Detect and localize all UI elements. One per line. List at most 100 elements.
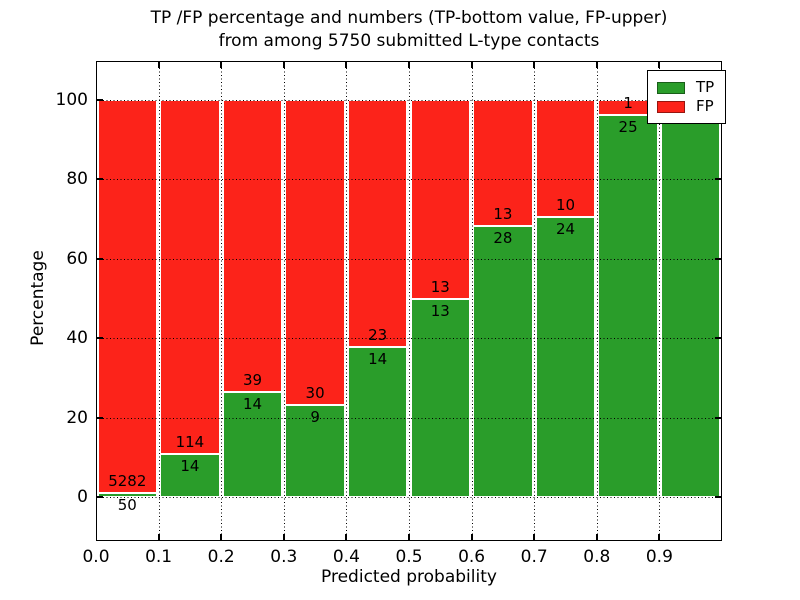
- bar-label-tp-count: 25: [618, 118, 638, 137]
- bar-segment-fp: [410, 100, 471, 299]
- y-tick-left: [97, 496, 103, 498]
- x-tick-bottom: [345, 534, 348, 540]
- x-tick-bottom: [220, 534, 223, 540]
- bar-segment-tp: [535, 216, 596, 497]
- y-tick-left: [97, 416, 103, 419]
- bar-label-fp-count: 39: [242, 371, 263, 390]
- x-tick-label: 0.3: [270, 547, 298, 567]
- legend-label-fp: FP: [696, 97, 714, 115]
- chart-title-line2: from among 5750 submitted L-type contact…: [218, 31, 600, 51]
- fp-swatch-icon: [657, 100, 685, 113]
- gridline-vertical: [158, 61, 160, 541]
- gridline-vertical: [409, 61, 410, 541]
- bar-segment-tp: [473, 225, 533, 497]
- x-tick-bottom: [282, 534, 285, 540]
- x-tick-top: [470, 62, 473, 68]
- y-tick-right: [715, 496, 721, 498]
- x-tick-top: [533, 62, 536, 68]
- x-tick-label: 0.9: [645, 547, 673, 567]
- y-tick-right: [715, 178, 721, 181]
- y-tick-left: [97, 99, 103, 101]
- bar-label-tp-count: 14: [242, 395, 263, 414]
- legend-entry-fp: FP: [657, 98, 714, 115]
- x-tick-top: [658, 62, 661, 68]
- bar-segment-fp: [473, 100, 533, 226]
- x-axis-label: Predicted probability: [321, 567, 497, 587]
- y-axis-label: Percentage: [28, 250, 48, 346]
- bar-segment-tp: [598, 115, 658, 497]
- y-tick-right: [715, 416, 721, 419]
- bar-segment-tp: [285, 405, 345, 497]
- gridline-horizontal: [96, 258, 722, 260]
- x-tick-label: 0.1: [145, 547, 173, 567]
- bar-segment-fp: [285, 100, 345, 406]
- bar-label-fp-count: 13: [430, 277, 450, 296]
- legend: TP FP: [647, 70, 727, 124]
- x-tick-top: [157, 62, 160, 68]
- bar-label-tp-count: 14: [180, 456, 200, 475]
- bar-label-tp-count: 13: [430, 301, 450, 320]
- bar-label-fp-count: 10: [555, 195, 576, 214]
- tp-swatch-icon: [657, 81, 685, 94]
- y-tick-label: 60: [66, 248, 88, 269]
- bar-label-tp-count: 50: [117, 496, 137, 515]
- x-tick-top: [408, 62, 410, 68]
- bar-segment-tp: [347, 346, 408, 497]
- x-tick-label: 0.6: [458, 547, 486, 567]
- x-tick-bottom: [408, 534, 410, 540]
- bar-label-tp-count: 24: [555, 219, 576, 238]
- x-tick-bottom: [658, 534, 661, 540]
- bar-label-fp-count: 114: [175, 432, 205, 451]
- gridline-horizontal: [96, 179, 722, 181]
- bar-label-fp-count: 1: [623, 94, 633, 113]
- y-tick-label: 20: [66, 407, 88, 428]
- bar-segment-fp: [347, 100, 408, 347]
- bar-segment-fp: [97, 100, 158, 494]
- gridline-vertical: [471, 61, 473, 541]
- gridline-vertical: [221, 61, 223, 541]
- x-tick-label: 0.8: [583, 547, 611, 567]
- x-tick-bottom: [533, 534, 536, 540]
- x-tick-label: 0.2: [207, 547, 235, 567]
- y-tick-left: [97, 178, 103, 181]
- bar-label-fp-count: 23: [368, 325, 388, 344]
- chart-title-line1: TP /FP percentage and numbers (TP-bottom…: [150, 8, 668, 28]
- x-tick-top: [220, 62, 223, 68]
- bar-segment-tp: [660, 100, 721, 497]
- bar-label-tp-count: 14: [368, 349, 388, 368]
- y-tick-right: [715, 337, 721, 340]
- y-tick-label: 100: [55, 90, 88, 110]
- x-tick-label: 0.5: [395, 547, 423, 567]
- gridline-horizontal: [96, 417, 722, 419]
- gridline-vertical: [346, 61, 348, 541]
- legend-entry-tp: TP: [657, 79, 714, 96]
- bar-segment-tp: [160, 453, 220, 497]
- x-tick-bottom: [470, 534, 473, 540]
- x-tick-top: [345, 62, 348, 68]
- y-tick-label: 80: [66, 169, 88, 190]
- gridline-horizontal: [96, 338, 722, 340]
- gridline-horizontal: [96, 497, 722, 498]
- x-tick-bottom: [595, 534, 598, 540]
- bar-label-fp-count: 13: [493, 204, 513, 223]
- gridline-vertical: [596, 61, 598, 541]
- bar-label-tp-count: 28: [493, 228, 513, 247]
- bar-segment-fp: [160, 100, 220, 454]
- x-tick-bottom: [157, 534, 160, 540]
- bar-segment-tp: [97, 493, 158, 497]
- bar-label-fp-count: 30: [305, 384, 325, 403]
- gridline-vertical: [659, 61, 661, 541]
- y-tick-label: 0: [77, 487, 88, 507]
- x-tick-top: [595, 62, 598, 68]
- bar-label-fp-count: 5282: [108, 472, 147, 491]
- gridline-vertical: [283, 61, 285, 541]
- bar-label-tp-count: 9: [310, 408, 320, 427]
- y-tick-left: [97, 337, 103, 340]
- y-tick-left: [97, 257, 103, 260]
- bar-segment-tp: [222, 392, 283, 497]
- y-tick-right: [715, 257, 721, 260]
- x-tick-label: 0.0: [82, 547, 110, 567]
- legend-label-tp: TP: [696, 78, 715, 96]
- gridline-vertical: [534, 61, 536, 541]
